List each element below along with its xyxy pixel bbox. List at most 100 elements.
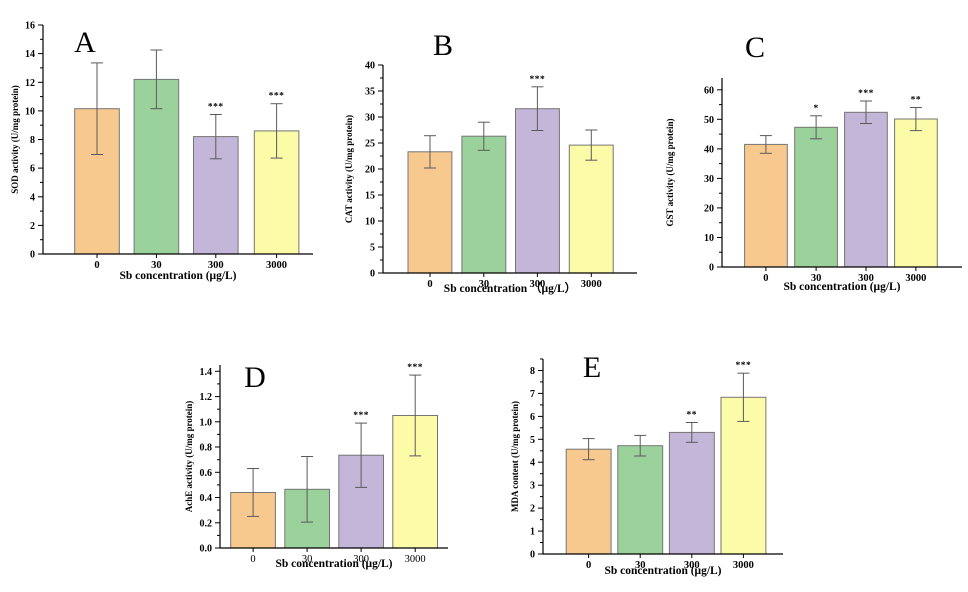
x-tick-label: 300 [208, 260, 224, 271]
panel-letter: E [583, 351, 601, 384]
y-tick-label: 4 [530, 458, 535, 469]
x-tick-label: 300 [353, 554, 369, 565]
significance-marker: *** [736, 361, 752, 371]
y-tick-label: 15 [365, 191, 375, 202]
x-tick-label: 0 [94, 260, 99, 271]
bar-0 [744, 143, 788, 268]
significance-marker: *** [269, 92, 285, 102]
x-tick-label: 30 [302, 554, 313, 565]
bar-0 [565, 448, 612, 555]
bar-300 [515, 108, 560, 274]
y-tick-label: 1 [530, 527, 535, 538]
y-tick-label: 25 [365, 139, 375, 150]
significance-marker: ** [911, 96, 922, 106]
y-tick-label: 14 [25, 49, 35, 60]
y-tick-label: 10 [25, 106, 35, 117]
y-tick-label: 20 [365, 165, 375, 176]
y-tick-label: 0.0 [200, 544, 213, 555]
y-tick-label: 60 [704, 85, 714, 96]
x-tick-label: 30 [811, 273, 822, 284]
y-tick-label: 1.0 [200, 417, 213, 428]
bar-30 [617, 445, 664, 555]
x-axis-title: Sb concentration (μg/L) [275, 558, 392, 570]
y-axis-title: AchE activity (U/mg protein) [184, 401, 194, 513]
panel-letter: D [244, 361, 266, 394]
significance-marker: *** [208, 102, 224, 112]
y-tick-label: 5 [530, 435, 535, 446]
bar-30 [794, 126, 838, 268]
x-tick-label: 300 [684, 560, 700, 571]
panel-letter: A [74, 26, 96, 59]
x-axis-title: Sb concentration (μg/L) [783, 281, 900, 293]
y-tick-label: 30 [704, 174, 714, 185]
bar-chart-e: 0 1 2 3 4 5 6 7 8 0 30 300 ** 3000 *** MDA content (U/m… [510, 351, 783, 577]
x-tick-label: 0 [250, 554, 255, 565]
y-tick-label: 6 [30, 164, 35, 175]
x-tick-label: 3000 [405, 554, 426, 565]
y-tick-label: 35 [365, 87, 375, 98]
y-tick-label: 40 [365, 61, 375, 72]
x-tick-label: 3000 [905, 273, 926, 284]
bar-chart-b: 0 5 10 15 20 25 30 35 40 0 30 300 *** 3000 CAT activit… [344, 29, 637, 295]
x-axis-title: Sb concentration （μg/L） [444, 281, 576, 295]
y-tick-label: 8 [30, 135, 35, 146]
bar-0 [407, 151, 453, 274]
bar-3000 [568, 144, 614, 274]
significance-marker: * [813, 104, 818, 114]
y-axis-title: MDA content (U/mg protein) [510, 401, 520, 512]
x-tick-label: 30 [479, 279, 490, 290]
x-tick-label: 3000 [581, 279, 602, 290]
y-tick-label: 7 [530, 389, 535, 400]
significance-marker: *** [530, 75, 546, 85]
y-tick-label: 16 [25, 21, 35, 32]
y-tick-label: 2 [530, 504, 535, 515]
bar-300 [844, 111, 888, 268]
y-tick-label: 5 [370, 243, 375, 254]
y-axis-title: CAT activity (U/mg protein) [344, 115, 354, 223]
x-tick-label: 3000 [266, 260, 287, 271]
x-tick-label: 3000 [733, 560, 754, 571]
bar-chart-a: 0 2 4 6 8 10 12 14 16 0 30 300 *** 3000 *** SOD activit… [10, 21, 313, 282]
x-tick-label: 30 [635, 560, 646, 571]
bar-30 [461, 135, 507, 274]
y-tick-label: 8 [530, 366, 535, 377]
y-tick-label: 0 [709, 263, 714, 274]
y-axis-title: GST activity (U/mg protein) [665, 119, 675, 227]
y-tick-label: 10 [704, 233, 714, 244]
panel-c-gst-chart: 0 10 20 30 40 50 60 0 30 * 300 *** 3000 ** GST activit… [655, 0, 968, 300]
y-tick-label: 2 [30, 221, 35, 232]
y-tick-label: 0.6 [200, 468, 213, 479]
y-tick-label: 0.2 [200, 518, 213, 529]
y-axis-title: SOD activity (U/mg protein) [10, 85, 20, 194]
x-tick-label: 0 [427, 279, 432, 290]
x-tick-label: 0 [586, 560, 591, 571]
y-tick-label: 3 [530, 481, 535, 492]
y-tick-label: 10 [365, 217, 375, 228]
y-tick-label: 12 [25, 78, 35, 89]
significance-marker: *** [407, 363, 423, 373]
panel-e-mda-chart: 0 1 2 3 4 5 6 7 8 0 30 300 ** 3000 *** MDA content (U/m… [500, 300, 840, 592]
y-tick-label: 0 [530, 550, 535, 561]
x-axis-title: Sb concentration (μg/L) [119, 270, 236, 282]
x-tick-label: 0 [763, 273, 768, 284]
y-tick-label: 1.4 [200, 367, 213, 378]
panel-b-cat-chart: 0 5 10 15 20 25 30 35 40 0 30 300 *** 3000 CAT activit… [330, 0, 660, 300]
y-tick-label: 40 [704, 144, 714, 155]
x-tick-label: 30 [151, 260, 162, 271]
y-tick-label: 30 [365, 113, 375, 124]
y-tick-label: 20 [704, 203, 714, 214]
y-tick-label: 0 [370, 269, 375, 280]
y-tick-label: 1.2 [200, 392, 213, 403]
panel-a-sod-chart: 0 2 4 6 8 10 12 14 16 0 30 300 *** 3000 *** SOD activit… [0, 0, 330, 300]
y-tick-label: 0 [30, 250, 35, 261]
y-tick-label: 0.4 [200, 493, 213, 504]
y-tick-label: 50 [704, 115, 714, 126]
significance-marker: *** [858, 89, 874, 99]
panel-d-ache-chart: 0.0 0.2 0.4 0.6 0.8 1.0 1.2 1.4 0 30 300 *** 3000 ***… [170, 300, 500, 592]
bar-chart-d: 0.0 0.2 0.4 0.6 0.8 1.0 1.2 1.4 0 30 300 *** 3000 ***… [184, 361, 448, 570]
x-axis-title: Sb concentration (μg/L) [604, 565, 721, 577]
significance-marker: *** [353, 411, 369, 421]
panel-letter: B [433, 29, 453, 62]
bar-3000 [894, 118, 938, 268]
